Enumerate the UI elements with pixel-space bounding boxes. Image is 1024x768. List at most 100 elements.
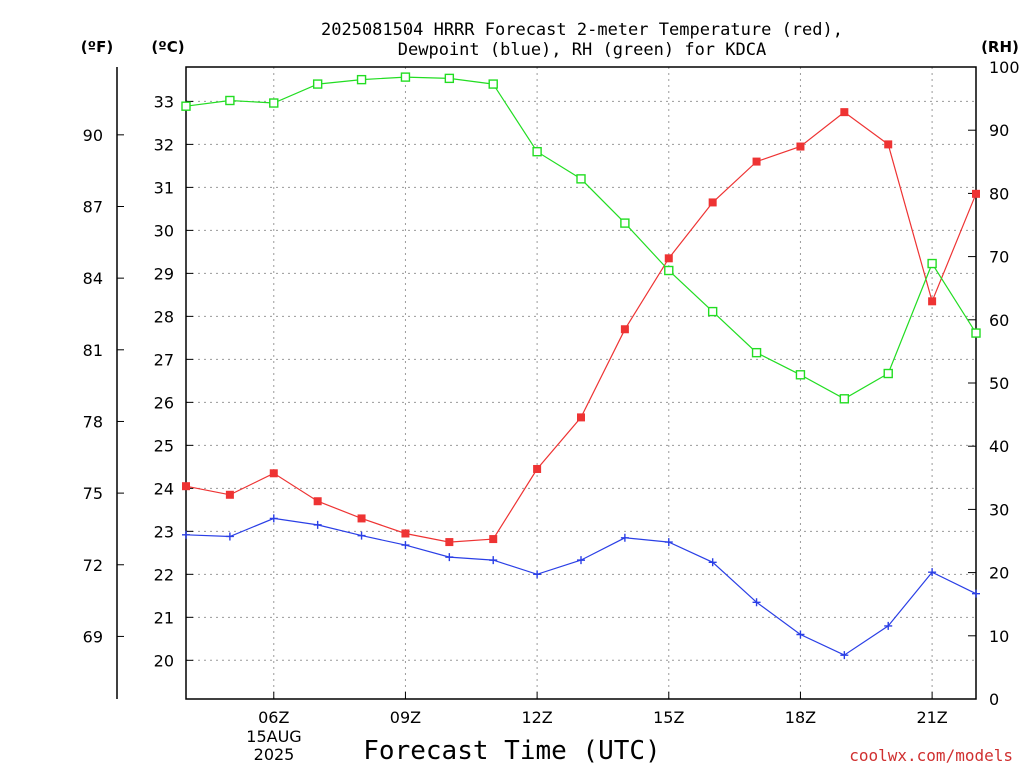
time-tick-label: 12Z — [521, 708, 552, 727]
temperature-point — [182, 482, 190, 491]
dewpoint-point — [928, 568, 937, 577]
celsius-tick-label: 25 — [154, 436, 174, 455]
credit-text: coolwx.com/models — [849, 746, 1013, 765]
rh-point — [444, 73, 455, 84]
rh-point — [225, 95, 235, 106]
rh-line — [185, 76, 977, 400]
rh-point — [488, 79, 498, 89]
rh-point — [269, 98, 279, 108]
x-axis-title: Forecast Time (UTC) — [363, 736, 660, 766]
rh-point — [795, 370, 806, 380]
temperature-point — [884, 140, 893, 149]
rh-tick-label: 0 — [989, 690, 999, 709]
fahrenheit-axis-unit: (ºF) — [81, 38, 113, 56]
time-tick-labels: 06Z 09Z 12Z 15Z 18Z 21Z — [258, 692, 948, 727]
dewpoint-point — [884, 621, 893, 630]
rh-axis-unit: (RH) — [981, 38, 1019, 56]
fahrenheit-tick-label: 87 — [83, 197, 103, 216]
temperature-point — [313, 497, 322, 506]
temperature-point — [664, 254, 673, 263]
rh-tick-labels: 0 10 20 30 40 50 60 70 80 90 100 — [968, 58, 1020, 709]
dewpoint-point — [182, 530, 190, 539]
temperature-point — [708, 198, 717, 207]
temperature-point — [620, 325, 629, 334]
celsius-tick-label: 23 — [154, 522, 174, 541]
temperature-point — [401, 529, 410, 538]
dewpoint-point — [577, 556, 585, 565]
temperature-point — [752, 157, 761, 166]
celsius-tick-labels: 20 21 22 23 24 25 26 27 28 29 30 31 32 33 — [154, 92, 193, 670]
rh-point — [356, 74, 367, 85]
temperature-point — [533, 464, 542, 473]
rh-point — [751, 347, 762, 358]
celsius-tick-label: 21 — [154, 608, 174, 627]
rh-tick-label: 30 — [989, 500, 1009, 519]
temperature-point — [489, 535, 498, 544]
dewpoint-point — [796, 630, 805, 639]
rh-point — [312, 79, 323, 89]
temperature-point — [577, 413, 585, 422]
rh-point — [707, 306, 718, 317]
fahrenheit-tick-label: 90 — [83, 126, 103, 145]
dewpoint-point — [664, 538, 673, 547]
rh-point — [181, 101, 191, 111]
celsius-tick-label: 31 — [154, 178, 174, 197]
rh-tick-label: 10 — [989, 627, 1009, 646]
temperature-point — [972, 189, 980, 198]
rh-tick-label: 80 — [989, 184, 1009, 203]
celsius-tick-label: 30 — [154, 221, 174, 240]
celsius-tick-label: 22 — [154, 565, 174, 584]
rh-point — [839, 394, 850, 404]
celsius-tick-label: 24 — [154, 479, 174, 498]
celsius-tick-label: 20 — [154, 651, 174, 670]
rh-tick-label: 90 — [989, 121, 1009, 140]
dewpoint-point — [620, 533, 629, 542]
time-tick-label: 15Z — [653, 708, 684, 727]
rh-tick-label: 70 — [989, 248, 1009, 267]
rh-tick-label: 100 — [989, 58, 1020, 77]
dewpoint-point — [313, 520, 322, 529]
temperature-point — [225, 490, 234, 499]
dewpoint-point — [357, 531, 366, 540]
fahrenheit-tick-label: 69 — [83, 627, 103, 646]
time-tick-label: 06Z — [258, 708, 289, 727]
chart-title-line2: Dewpoint (blue), RH (green) for KDCA — [398, 40, 766, 60]
grid-lines — [186, 67, 976, 699]
rh-tick-label: 60 — [989, 311, 1009, 330]
rh-tick-label: 40 — [989, 437, 1009, 456]
temperature-point — [840, 108, 849, 117]
celsius-tick-label: 32 — [154, 135, 174, 154]
fahrenheit-tick-label: 72 — [83, 556, 103, 575]
temperature-point — [796, 142, 805, 151]
rh-point — [400, 72, 411, 82]
celsius-tick-label: 29 — [154, 264, 174, 283]
rh-tick-label: 20 — [989, 564, 1009, 583]
dewpoint-point — [225, 532, 234, 541]
time-tick-label: 09Z — [390, 708, 421, 727]
time-tick-label: 21Z — [916, 708, 947, 727]
temperature-point — [445, 538, 454, 547]
fahrenheit-tick-label: 81 — [83, 341, 103, 360]
celsius-tick-label: 26 — [154, 393, 174, 412]
celsius-axis-unit: (ºC) — [151, 38, 184, 56]
dewpoint-point — [708, 558, 717, 567]
rh-point — [664, 265, 674, 276]
rh-point — [927, 258, 937, 269]
dewpoint-point — [972, 589, 980, 598]
rh-tick-label: 50 — [989, 374, 1009, 393]
celsius-tick-label: 33 — [154, 92, 174, 111]
temperature-point — [357, 514, 366, 523]
series-layer — [181, 72, 981, 660]
date-label-day: 15AUG — [246, 727, 301, 746]
rh-point — [532, 146, 542, 157]
dewpoint-line — [185, 517, 977, 656]
celsius-tick-label: 28 — [154, 307, 174, 326]
plot-frame — [185, 66, 977, 700]
fahrenheit-tick-label: 84 — [83, 269, 103, 288]
dewpoint-point — [489, 556, 498, 565]
fahrenheit-tick-labels: 69 72 75 78 81 84 87 90 — [83, 126, 124, 646]
rh-point — [971, 328, 981, 338]
celsius-tick-label: 27 — [154, 350, 174, 369]
dewpoint-point — [533, 570, 542, 579]
